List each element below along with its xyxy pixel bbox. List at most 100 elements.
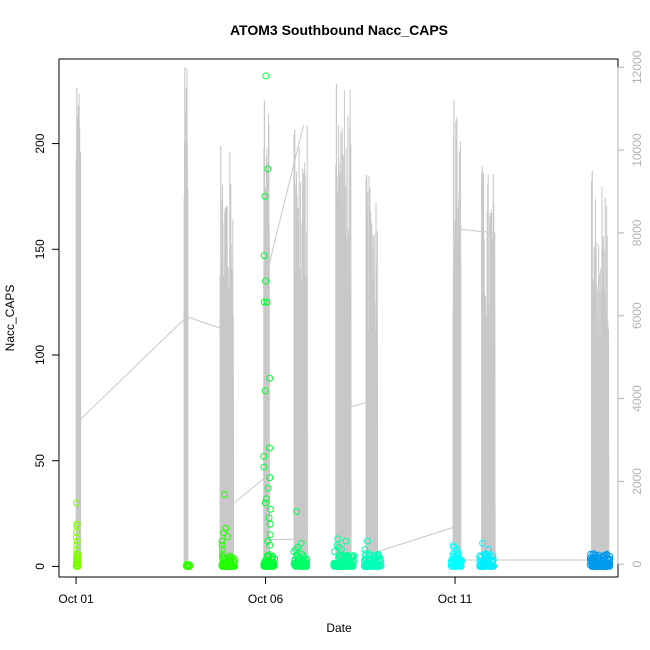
- scatter-point: [605, 561, 613, 569]
- scatter-point: [448, 558, 456, 566]
- scatter-point: [489, 552, 497, 560]
- scatter-point: [367, 562, 375, 570]
- scatter-point: [361, 546, 369, 553]
- line-burst-5: [335, 88, 352, 565]
- scatter-point: [292, 546, 300, 553]
- scatter-point: [349, 556, 357, 564]
- x-tick-label: Oct 01: [58, 592, 94, 606]
- left-tick-label: 100: [33, 345, 47, 365]
- right-tick-label: 12000: [630, 50, 644, 84]
- scatter-cluster-2: [218, 491, 239, 570]
- scatter-point: [290, 548, 298, 556]
- scatter-point: [263, 495, 270, 503]
- right-axis-line-series: [75, 67, 610, 565]
- scatter-point: [73, 541, 81, 549]
- scatter-point: [218, 541, 226, 549]
- scatter-point: [266, 374, 274, 382]
- scatter-point-max: [221, 491, 229, 498]
- scatter-point: [229, 562, 237, 570]
- scatter-point: [489, 562, 497, 570]
- scatter-point: [265, 552, 272, 560]
- scatter-point: [265, 514, 273, 522]
- line-burst-8: [481, 173, 496, 565]
- left-y-axis: 0 50 100 150 200: [33, 133, 60, 570]
- scatter-point: [264, 165, 272, 173]
- scatter-point: [331, 548, 339, 556]
- scatter-cluster-5: [330, 535, 358, 570]
- scatter-point: [342, 537, 350, 545]
- scatter-point: [261, 499, 269, 507]
- scatter-point: [270, 560, 278, 567]
- scatter-point: [598, 562, 606, 570]
- scatter-point: [260, 252, 268, 260]
- scatter-point: [261, 387, 269, 395]
- scatter-point: [266, 444, 273, 452]
- scatter-point: [377, 562, 385, 570]
- scatter-point: [219, 546, 226, 553]
- right-tick-label: 2000: [630, 468, 644, 495]
- scatter-cluster-0: [72, 499, 82, 570]
- scatter-point-max: [334, 535, 342, 543]
- line-connector-1: [183, 315, 221, 329]
- scatter-cluster-7: [447, 541, 466, 570]
- scatter-point: [218, 562, 226, 570]
- scatter-point: [590, 554, 598, 562]
- scatter-point: [297, 550, 305, 558]
- scatter-point: [601, 562, 609, 570]
- scatter-point: [266, 474, 274, 482]
- scatter-point: [454, 550, 462, 558]
- scatter-point-max: [590, 550, 598, 558]
- left-tick-label: 0: [33, 563, 47, 570]
- scatter-point: [343, 562, 351, 570]
- scatter-point: [225, 562, 233, 570]
- scatter-point: [604, 554, 612, 562]
- scatter-point: [342, 561, 350, 568]
- line-connector-7: [454, 228, 495, 234]
- scatter-point: [298, 557, 306, 564]
- scatter-point: [370, 552, 378, 560]
- scatter-point: [222, 524, 230, 532]
- scatter-point: [302, 555, 310, 563]
- scatter-point: [350, 552, 358, 560]
- y-axis-label: Nacc_CAPS: [3, 285, 17, 352]
- scatter-point: [228, 554, 236, 562]
- scatter-point: [73, 550, 81, 558]
- scatter-series: [72, 72, 614, 570]
- x-tick-label: Oct 06: [248, 592, 284, 606]
- right-y-axis: 0 2000 4000 6000 8000 10000 12000: [617, 50, 644, 568]
- scatter-point: [371, 551, 379, 559]
- right-tick-label: 0: [630, 561, 644, 568]
- scatter-cluster-8: [476, 539, 498, 570]
- x-axis-label: Date: [326, 621, 352, 635]
- left-tick-label: 150: [33, 239, 47, 259]
- left-tick-label: 200: [33, 133, 47, 153]
- scatter-point: [374, 550, 382, 558]
- scatter-point-max: [450, 541, 457, 549]
- scatter-point: [482, 550, 490, 558]
- scatter-point: [266, 505, 274, 513]
- scatter-point: [260, 463, 268, 471]
- left-tick-label: 50: [33, 454, 47, 468]
- line-connector-5: [335, 402, 367, 412]
- scatter-point: [226, 558, 233, 566]
- scatter-cluster-1: [182, 560, 194, 570]
- line-connector-6: [377, 526, 456, 553]
- scatter-point: [266, 531, 274, 539]
- scatter-point: [220, 558, 228, 566]
- scatter-point: [264, 484, 272, 492]
- scatter-point: [224, 533, 232, 541]
- scatter-point: [73, 529, 80, 537]
- x-axis: Oct 01 Oct 06 Oct 11: [58, 576, 473, 606]
- right-tick-label: 4000: [630, 385, 644, 412]
- scatter-point: [455, 560, 463, 568]
- scatter-point: [377, 557, 385, 565]
- scatter-point: [266, 541, 274, 549]
- scatter-point: [291, 562, 299, 570]
- line-burst-9: [591, 181, 610, 565]
- line-burst-2: [219, 151, 235, 565]
- scatter-cluster-4: [290, 508, 311, 570]
- scatter-point-max: [364, 537, 371, 545]
- scatter-point: [263, 559, 271, 567]
- scatter-point: [219, 550, 227, 558]
